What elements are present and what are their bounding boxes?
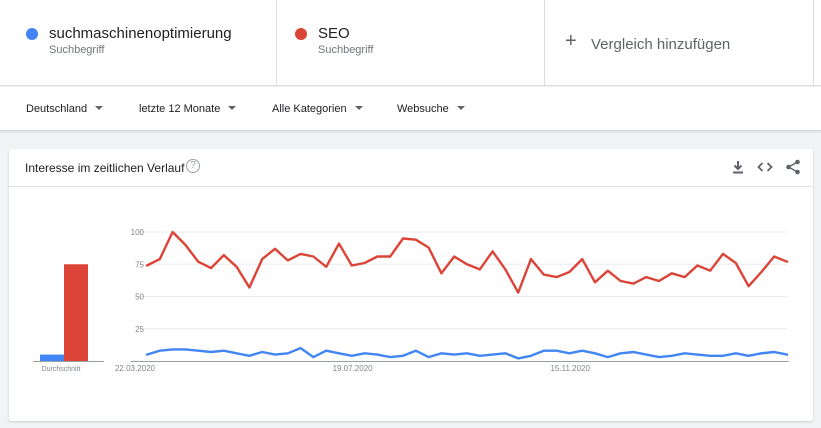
- average-label: Durchschnitt: [42, 366, 81, 373]
- x-tick-label: 19.07.2020: [333, 364, 374, 373]
- comparison-bar: suchmaschinenoptimierung Suchbegriff SEO…: [0, 0, 821, 86]
- term-name[interactable]: suchmaschinenoptimierung: [49, 25, 232, 42]
- caret-down-icon: [354, 106, 363, 111]
- series-line-suchmaschinenoptimierung: [145, 346, 789, 360]
- term-card-suchmaschinenoptimierung[interactable]: suchmaschinenoptimierung Suchbegriff: [0, 0, 277, 86]
- x-tick-label: 22.03.2020: [115, 364, 156, 373]
- term-name[interactable]: SEO: [318, 25, 350, 42]
- time-range-label: letzte 12 Monate: [139, 103, 221, 115]
- time-range-dropdown[interactable]: letzte 12 Monate: [139, 103, 237, 115]
- y-tick-label: 50: [135, 293, 144, 302]
- interest-over-time-card: Interesse im zeitlichen Verlauf ? 25 50 75…: [9, 149, 813, 421]
- term-type: Suchbegriff: [318, 44, 374, 56]
- add-comparison-label: Vergleich hinzufügen: [591, 36, 731, 53]
- category-label: Alle Kategorien: [272, 103, 347, 115]
- embed-icon[interactable]: [756, 158, 774, 176]
- card-title: Interesse im zeitlichen Verlauf: [25, 161, 185, 175]
- y-tick-label: 75: [135, 260, 144, 269]
- search-type-label: Websuche: [397, 103, 449, 115]
- region-dropdown[interactable]: Deutschland: [26, 103, 104, 115]
- download-icon[interactable]: [729, 158, 747, 176]
- y-tick-label: 25: [135, 325, 144, 334]
- card-header: Interesse im zeitlichen Verlauf ?: [9, 149, 813, 187]
- plus-icon: +: [565, 30, 577, 52]
- search-type-dropdown[interactable]: Websuche: [397, 103, 465, 115]
- term-card-seo[interactable]: SEO Suchbegriff: [277, 0, 545, 86]
- caret-down-icon: [456, 106, 465, 111]
- category-dropdown[interactable]: Alle Kategorien: [272, 103, 363, 115]
- interest-chart: 25 50 75 100 Durchschnitt 22.03.2020 19.07.202…: [33, 228, 789, 373]
- help-icon[interactable]: ?: [186, 159, 200, 173]
- series-line-seo: [145, 230, 789, 294]
- term-color-dot: [295, 28, 307, 40]
- average-bar: [64, 264, 88, 361]
- y-tick-label: 100: [131, 228, 145, 237]
- caret-down-icon: [228, 106, 237, 111]
- average-bar: [40, 354, 64, 361]
- region-label: Deutschland: [26, 103, 88, 115]
- term-color-dot: [26, 28, 38, 40]
- x-tick-label: 15.11.2020: [550, 364, 590, 373]
- add-comparison-button[interactable]: + Vergleich hinzufügen: [545, 0, 814, 86]
- share-icon[interactable]: [784, 158, 802, 176]
- term-type: Suchbegriff: [49, 44, 105, 56]
- caret-down-icon: [95, 106, 104, 111]
- filter-bar: Deutschland letzte 12 Monate Alle Katego…: [0, 87, 821, 131]
